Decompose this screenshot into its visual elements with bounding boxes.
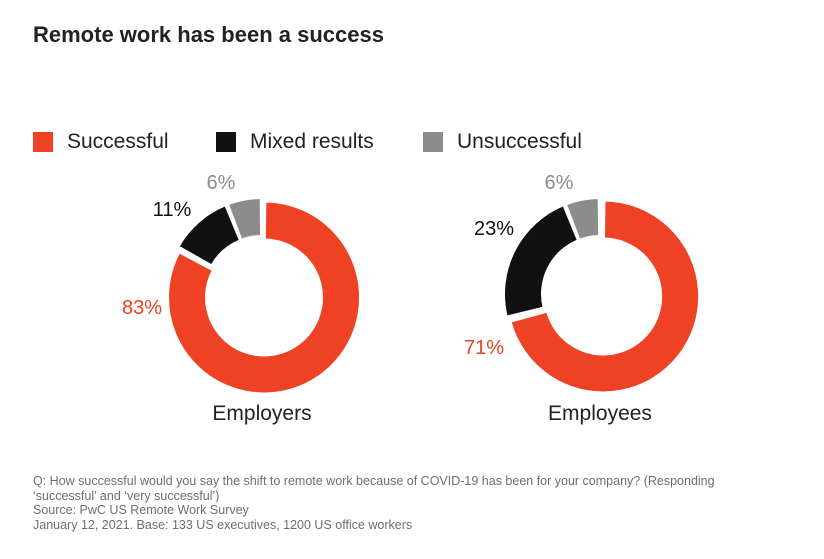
footnote: Q: How successful would you say the shif… bbox=[33, 474, 803, 532]
slice-mixed-results-employees bbox=[503, 203, 580, 318]
data-label-successful-employees: 71% bbox=[464, 337, 504, 359]
footnote-question-line2: ‘successful’ and ‘very successful’) bbox=[33, 488, 220, 503]
chart-label-employers: Employers bbox=[212, 402, 311, 425]
legend-item-unsuccessful: Unsuccessful bbox=[423, 130, 582, 154]
data-label-mixed-results-employees: 23% bbox=[474, 218, 514, 240]
chart-label-employees: Employees bbox=[548, 402, 652, 425]
footnote-question-line1: Q: How successful would you say the shif… bbox=[33, 474, 715, 488]
data-label-unsuccessful-employees: 6% bbox=[545, 172, 574, 194]
slice-successful-employers bbox=[167, 200, 362, 395]
donut-employees: 71% 23% 6% Employees bbox=[464, 172, 701, 425]
slice-successful-employees bbox=[509, 199, 701, 394]
data-label-successful-employers: 83% bbox=[122, 297, 162, 319]
legend-item-mixed-results: Mixed results bbox=[216, 130, 374, 154]
legend-label-mixed-results: Mixed results bbox=[250, 130, 374, 153]
donut-employers: 83% 11% 6% Employers bbox=[122, 172, 362, 425]
slice-unsuccessful-employees bbox=[564, 196, 601, 242]
data-label-unsuccessful-employers: 6% bbox=[207, 172, 236, 194]
slice-unsuccessful-employers bbox=[226, 196, 263, 242]
footnote-source: Source: PwC US Remote Work Survey bbox=[33, 503, 249, 518]
legend-swatch-successful bbox=[33, 132, 53, 152]
slice-mixed-results-employers bbox=[177, 203, 242, 267]
legend-swatch-unsuccessful bbox=[423, 132, 443, 152]
legend-label-successful: Successful bbox=[67, 130, 169, 153]
legend-label-unsuccessful: Unsuccessful bbox=[457, 130, 582, 153]
legend-swatch-mixed-results bbox=[216, 132, 236, 152]
footnote-date-base: January 12, 2021. Base: 133 US executive… bbox=[33, 517, 413, 532]
data-label-mixed-results-employers: 11% bbox=[153, 199, 192, 221]
legend-item-successful: Successful bbox=[33, 130, 169, 154]
chart-title: Remote work has been a success bbox=[33, 22, 384, 47]
